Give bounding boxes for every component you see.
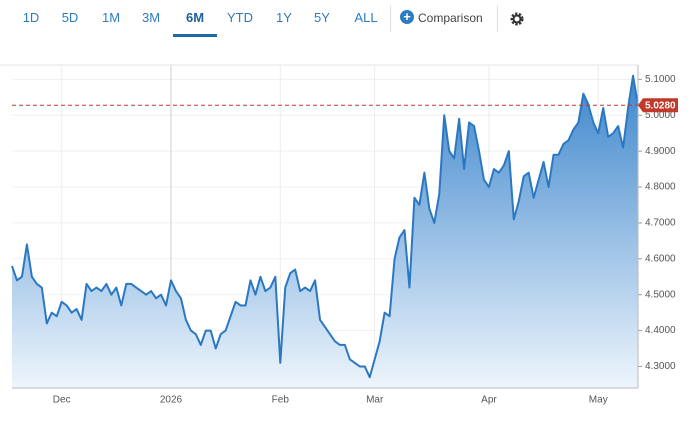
y-tick-label: 5.1000 bbox=[645, 74, 676, 85]
range-button[interactable]: ALL bbox=[354, 10, 378, 25]
range-button[interactable]: 1Y bbox=[276, 10, 292, 25]
y-tick-label: 4.5000 bbox=[645, 289, 676, 300]
y-tick-label: 4.8000 bbox=[645, 182, 676, 193]
range-button[interactable]: 5Y bbox=[314, 10, 330, 25]
divider bbox=[497, 6, 498, 32]
y-tick-label: 4.4000 bbox=[645, 325, 676, 336]
y-tick-label: 4.7000 bbox=[645, 218, 676, 229]
plus-icon[interactable]: + bbox=[400, 10, 414, 24]
settings-icon[interactable] bbox=[509, 11, 525, 27]
y-tick-label: 4.6000 bbox=[645, 253, 676, 264]
range-button[interactable]: 1D bbox=[22, 10, 40, 25]
comparison-button[interactable]: Comparison bbox=[418, 11, 483, 25]
range-button[interactable]: 3M bbox=[141, 10, 161, 25]
y-tick-label: 4.3000 bbox=[645, 361, 676, 372]
x-tick-label: Dec bbox=[53, 395, 71, 406]
active-underline bbox=[173, 34, 217, 37]
reference-label: 5.0280 bbox=[645, 100, 676, 111]
range-button[interactable]: 6M bbox=[185, 10, 205, 25]
y-tick-label: 5.0000 bbox=[645, 110, 676, 121]
line bbox=[11, 74, 639, 379]
x-tick-label: May bbox=[589, 395, 608, 406]
x-tick-label: Mar bbox=[366, 395, 384, 406]
divider bbox=[390, 6, 391, 32]
x-tick-label: 2026 bbox=[160, 395, 183, 406]
x-tick-label: Feb bbox=[272, 395, 290, 406]
area-fill bbox=[12, 75, 638, 389]
range-button[interactable]: 1M bbox=[101, 10, 121, 25]
reference-label-box bbox=[638, 98, 678, 113]
range-button[interactable]: YTD bbox=[227, 10, 253, 25]
toolbar: 1D 5D 1M 3M 6M YTD 1Y 5Y ALL + Compariso… bbox=[0, 0, 693, 38]
x-tick-label: Apr bbox=[481, 395, 497, 406]
range-button[interactable]: 5D bbox=[61, 10, 79, 25]
y-tick-label: 4.9000 bbox=[645, 146, 676, 157]
